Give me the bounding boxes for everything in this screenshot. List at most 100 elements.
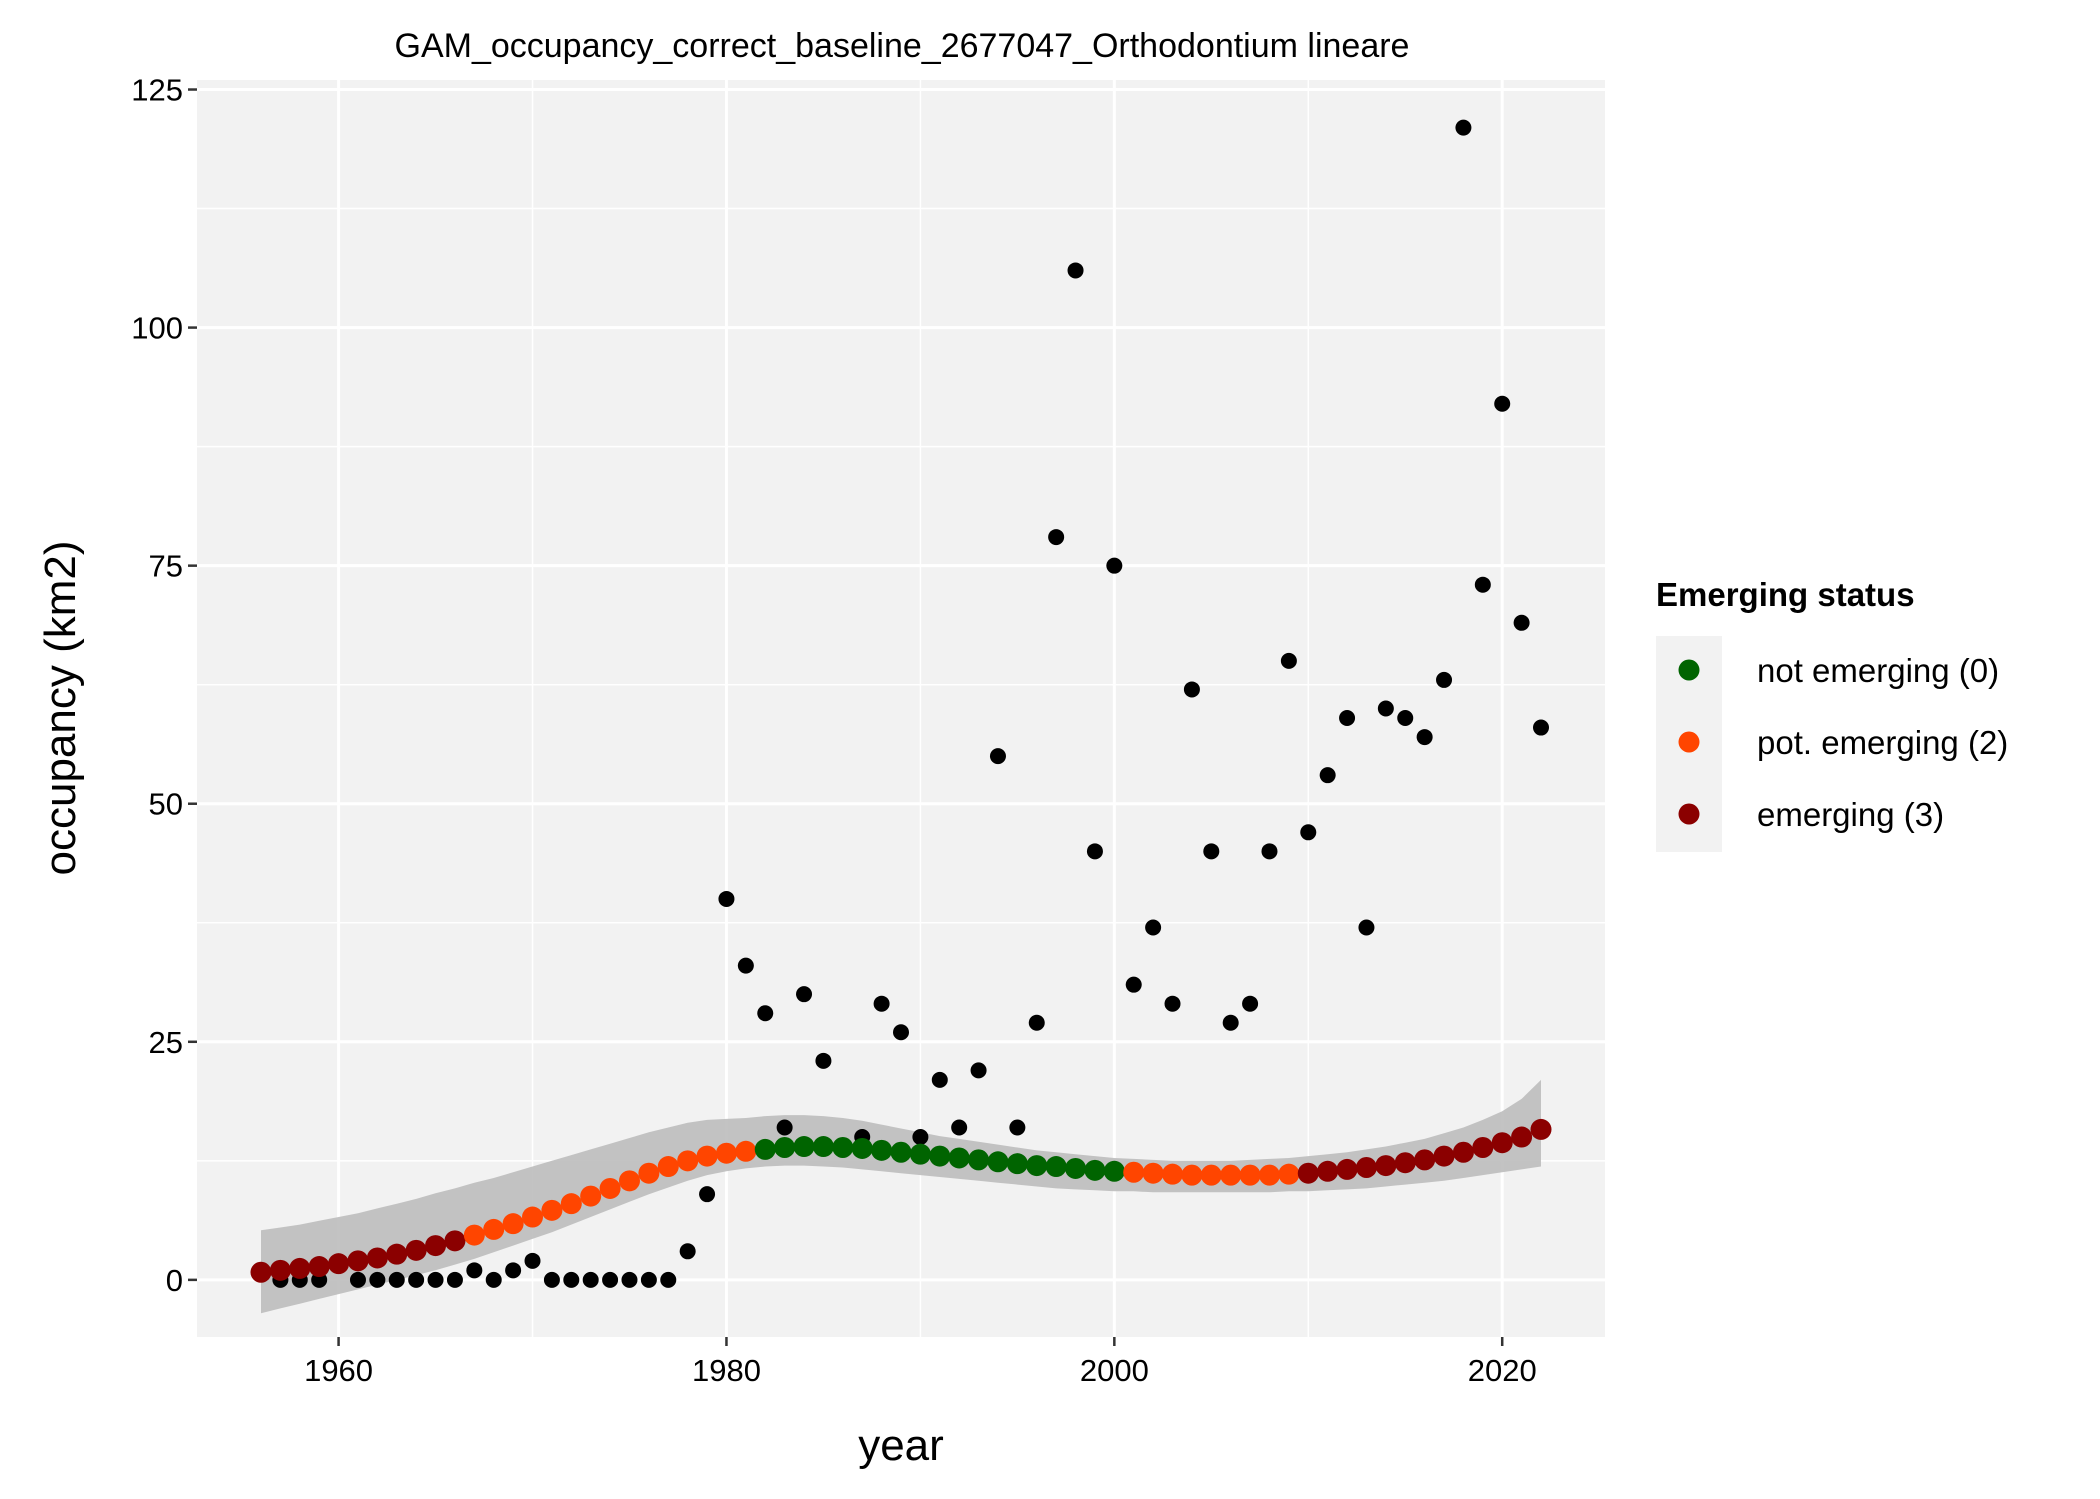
smoothed-point xyxy=(1162,1163,1184,1185)
smoothed-point xyxy=(696,1145,718,1167)
y-tick-label: 75 xyxy=(149,549,183,584)
smoothed-point xyxy=(1414,1149,1436,1171)
observed-point xyxy=(408,1271,425,1288)
smoothed-point xyxy=(1123,1161,1145,1183)
smoothed-points xyxy=(250,1118,1552,1283)
smoothed-point xyxy=(405,1239,427,1261)
smoothed-point xyxy=(909,1143,931,1165)
observed-point xyxy=(1086,843,1103,860)
observed-point xyxy=(1261,843,1278,860)
legend-key xyxy=(1678,803,1700,825)
smoothed-point xyxy=(328,1253,350,1275)
x-tick-label: 2020 xyxy=(1468,1353,1537,1388)
observed-point xyxy=(1222,1014,1239,1031)
smoothed-point xyxy=(618,1170,640,1192)
observed-point xyxy=(1280,652,1297,669)
observed-point xyxy=(563,1271,580,1288)
observed-point xyxy=(388,1271,405,1288)
observed-point xyxy=(1533,719,1549,736)
observed-point xyxy=(699,1186,716,1203)
smoothed-point xyxy=(1026,1155,1048,1177)
smoothed-point xyxy=(1181,1164,1203,1186)
observed-point xyxy=(1164,995,1181,1012)
observed-point xyxy=(1183,681,1200,698)
smoothed-point xyxy=(1433,1145,1455,1167)
x-axis-title: year xyxy=(858,1421,944,1470)
smoothed-point xyxy=(1297,1162,1319,1184)
y-tick-label: 0 xyxy=(166,1263,183,1298)
smoothed-point xyxy=(1142,1162,1164,1184)
smoothed-point xyxy=(444,1230,466,1252)
observed-points xyxy=(272,119,1549,1288)
observed-point xyxy=(989,748,1006,765)
smoothed-point xyxy=(522,1206,544,1228)
observed-point xyxy=(796,986,813,1003)
observed-point xyxy=(1048,529,1065,546)
observed-point xyxy=(970,1062,987,1079)
observed-point xyxy=(1203,843,1220,860)
smoothed-point xyxy=(1103,1160,1125,1182)
smoothed-point xyxy=(774,1136,796,1158)
observed-point xyxy=(602,1271,619,1288)
observed-point xyxy=(873,995,890,1012)
smoothed-point xyxy=(1006,1153,1028,1175)
smoothed-point xyxy=(968,1149,990,1171)
observed-point xyxy=(1494,395,1511,412)
plot-panel xyxy=(197,80,1605,1337)
observed-point xyxy=(737,957,754,974)
smoothed-point xyxy=(1394,1152,1416,1174)
y-axis-title: occupancy (km2) xyxy=(36,540,85,875)
observed-point xyxy=(1028,1014,1045,1031)
y-tick-label: 50 xyxy=(149,787,183,822)
smoothed-point xyxy=(1045,1156,1067,1178)
smoothed-point xyxy=(1200,1164,1222,1186)
observed-point xyxy=(1377,700,1394,717)
smoothed-point xyxy=(1220,1164,1242,1186)
smoothed-point xyxy=(735,1140,757,1162)
smoothed-point xyxy=(1065,1157,1087,1179)
observed-point xyxy=(640,1271,657,1288)
observed-point xyxy=(1009,1119,1026,1136)
observed-point xyxy=(1300,824,1317,841)
x-tick-label: 1980 xyxy=(692,1353,761,1388)
chart-title: GAM_occupancy_correct_baseline_2677047_O… xyxy=(395,27,1410,65)
smoothed-point xyxy=(1491,1132,1513,1154)
smoothed-point xyxy=(502,1213,524,1235)
observed-point xyxy=(1319,767,1336,784)
observed-point xyxy=(931,1071,948,1088)
observed-point xyxy=(718,890,735,907)
legend-items: not emerging (0) pot. emerging (2) emergin… xyxy=(1678,652,2008,833)
smoothed-point xyxy=(483,1218,505,1240)
observed-point xyxy=(1436,671,1453,688)
observed-point xyxy=(1397,710,1414,727)
y-tick-label: 25 xyxy=(149,1025,183,1060)
smoothed-point xyxy=(890,1141,912,1163)
x-tick-label: 2000 xyxy=(1080,1353,1149,1388)
observed-point xyxy=(912,1129,929,1146)
observed-point xyxy=(815,1052,832,1069)
smoothed-point xyxy=(425,1235,447,1257)
observed-point xyxy=(349,1271,366,1288)
confidence-band xyxy=(261,1079,1541,1314)
smoothed-point xyxy=(657,1156,679,1178)
observed-point xyxy=(1145,919,1162,936)
smoothed-point xyxy=(1472,1136,1494,1158)
observed-point xyxy=(679,1243,696,1260)
observed-point xyxy=(776,1119,793,1136)
observed-point xyxy=(951,1119,968,1136)
smoothed-point xyxy=(463,1224,485,1246)
observed-point xyxy=(505,1262,522,1279)
smoothed-point xyxy=(812,1136,834,1158)
smoothed-point xyxy=(929,1145,951,1167)
observed-point xyxy=(524,1252,541,1269)
observed-point xyxy=(1416,729,1433,746)
observed-point xyxy=(1106,557,1123,574)
smoothed-point xyxy=(1530,1118,1552,1140)
smoothed-point xyxy=(386,1243,408,1265)
smoothed-point xyxy=(560,1193,582,1215)
observed-point xyxy=(485,1271,502,1288)
observed-point xyxy=(1455,119,1472,136)
observed-point xyxy=(446,1271,463,1288)
smoothed-point xyxy=(1511,1126,1533,1148)
smoothed-point xyxy=(1452,1141,1474,1163)
